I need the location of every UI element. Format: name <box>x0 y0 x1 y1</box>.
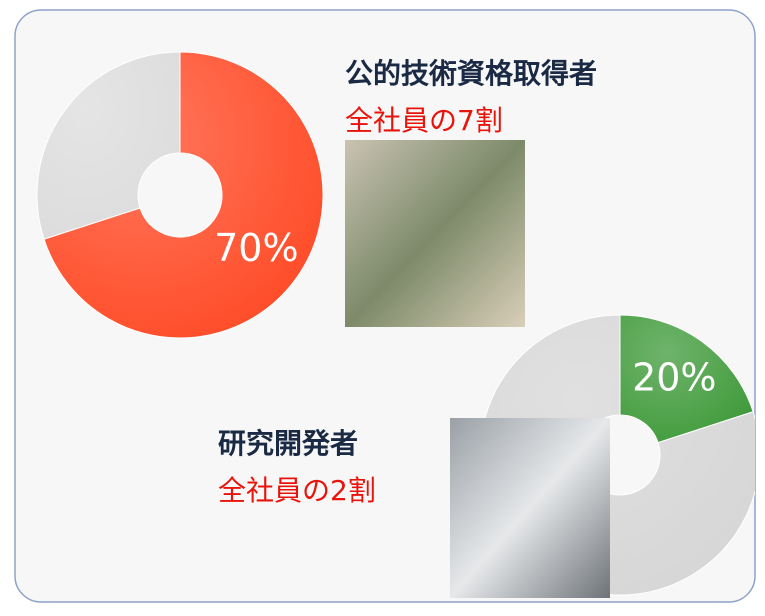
slice-sheen <box>36 52 181 240</box>
chart-title: 研究開発者 <box>218 427 358 460</box>
photo <box>450 418 610 598</box>
slice-sheen <box>620 315 754 443</box>
chart-title: 公的技術資格取得者 <box>345 57 597 90</box>
value-label: 20% <box>632 356 716 400</box>
value-label: 70% <box>214 226 298 270</box>
chart-subtitle: 全社員の2割 <box>218 474 376 507</box>
slice-sheen <box>43 52 324 338</box>
chart-subtitle: 全社員の7割 <box>345 104 503 137</box>
photo <box>345 140 525 327</box>
